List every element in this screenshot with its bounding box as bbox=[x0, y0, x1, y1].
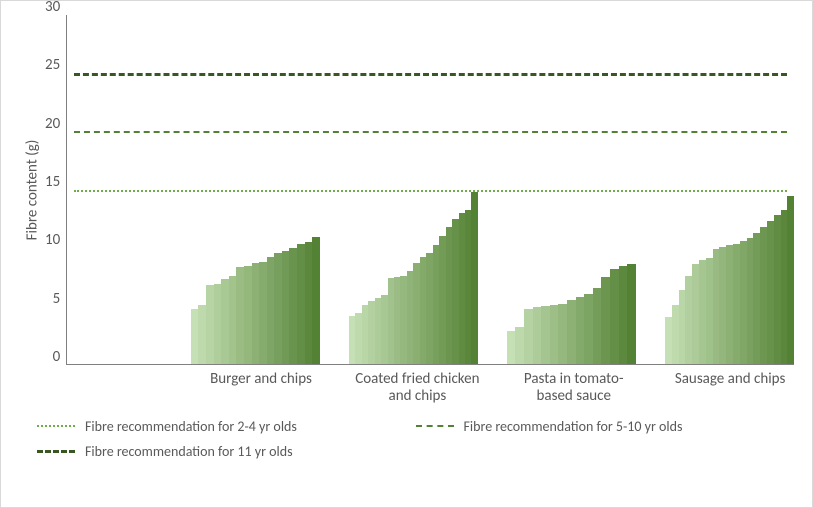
legend-label: Fibre recommendation for 5-10 yr olds bbox=[464, 418, 683, 435]
bar bbox=[627, 264, 636, 364]
bar bbox=[305, 242, 313, 364]
bar bbox=[558, 304, 567, 364]
x-axis-labels: Burger and chips Coated fried chicken and… bbox=[75, 371, 794, 406]
bar bbox=[289, 248, 297, 364]
bar bbox=[747, 238, 754, 364]
x-label-gap bbox=[638, 371, 667, 406]
legend-item: Fibre recommendation for 2-4 yr olds bbox=[37, 418, 416, 435]
bar bbox=[221, 279, 229, 364]
bar bbox=[550, 305, 559, 364]
bar bbox=[206, 285, 214, 364]
bar bbox=[781, 210, 788, 364]
x-label-pre-gap bbox=[75, 371, 197, 406]
bar bbox=[259, 262, 267, 364]
x-axis-label: Coated fried chicken and chips bbox=[354, 371, 482, 406]
x-label-gap bbox=[481, 371, 510, 406]
y-axis-label-wrap: Fibre content (g) bbox=[19, 15, 45, 365]
x-axis-labels-row: Burger and chips Coated fried chicken and… bbox=[45, 371, 794, 406]
x-axis-label: Sausage and chips bbox=[666, 371, 794, 406]
bar bbox=[214, 284, 222, 364]
bar bbox=[533, 307, 542, 364]
bar bbox=[244, 266, 252, 364]
bar bbox=[672, 305, 679, 364]
plot-wrap: Fibre content (g) 302520151050 bbox=[19, 15, 794, 365]
bar bbox=[706, 258, 713, 364]
bar bbox=[767, 221, 774, 364]
bar bbox=[236, 267, 244, 364]
bar bbox=[198, 305, 206, 364]
bar bbox=[619, 266, 628, 364]
bar bbox=[274, 253, 282, 364]
bar bbox=[601, 277, 610, 364]
bar bbox=[229, 276, 237, 364]
bar bbox=[685, 276, 692, 364]
bar bbox=[753, 233, 760, 364]
reference-line bbox=[74, 73, 786, 76]
bar bbox=[593, 288, 602, 364]
bar bbox=[267, 257, 275, 364]
bar bbox=[282, 251, 290, 364]
reference-line bbox=[74, 131, 786, 133]
bar bbox=[774, 215, 781, 364]
bar bbox=[297, 244, 305, 364]
bar bbox=[541, 306, 550, 364]
bar bbox=[719, 247, 726, 364]
bar bbox=[740, 241, 747, 364]
bar bbox=[507, 331, 516, 364]
bar bbox=[576, 297, 585, 364]
plot-area bbox=[66, 15, 794, 365]
x-label-gap bbox=[325, 371, 354, 406]
y-axis-ticks: 302520151050 bbox=[45, 15, 66, 365]
bar bbox=[713, 249, 720, 364]
bar bbox=[733, 244, 740, 364]
x-axis-label: Pasta in tomato-based sauce bbox=[510, 371, 638, 406]
bar bbox=[692, 264, 699, 364]
legend: Fibre recommendation for 2-4 yr olds Fibr… bbox=[37, 418, 794, 460]
bar bbox=[726, 245, 733, 364]
legend-item: Fibre recommendation for 11 yr olds bbox=[37, 443, 794, 460]
x-axis-label: Burger and chips bbox=[197, 371, 325, 406]
chart-container: Fibre content (g) 302520151050 Burger an… bbox=[0, 0, 813, 508]
legend-swatch bbox=[37, 450, 75, 453]
bar bbox=[312, 237, 320, 364]
legend-swatch bbox=[37, 425, 75, 427]
bar bbox=[610, 269, 619, 364]
bar bbox=[679, 290, 686, 364]
bar bbox=[787, 196, 794, 364]
legend-item: Fibre recommendation for 5-10 yr olds bbox=[416, 418, 795, 435]
legend-label: Fibre recommendation for 11 yr olds bbox=[85, 443, 293, 460]
bar bbox=[584, 294, 593, 364]
bar bbox=[524, 309, 533, 364]
bar bbox=[567, 300, 576, 364]
bar bbox=[191, 309, 199, 364]
y-axis-label: Fibre content (g) bbox=[23, 140, 41, 241]
bar bbox=[760, 227, 767, 364]
legend-swatch bbox=[416, 425, 454, 427]
bar bbox=[665, 317, 672, 364]
legend-label: Fibre recommendation for 2-4 yr olds bbox=[85, 418, 297, 435]
bar bbox=[515, 327, 524, 364]
bar bbox=[252, 263, 260, 364]
bar bbox=[699, 260, 706, 364]
reference-line bbox=[74, 190, 786, 192]
